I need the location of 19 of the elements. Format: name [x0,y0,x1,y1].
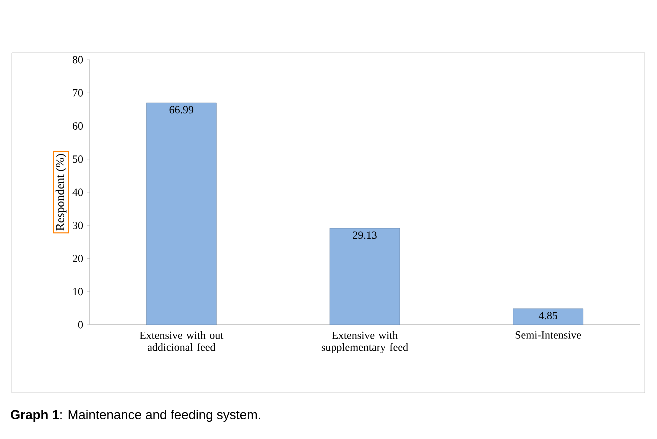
y-tick-label: 80 [72,56,84,64]
y-tick-label: 10 [73,288,84,296]
data-label: 29.13 [353,232,377,240]
x-tick-label: Extensive with supplementary feed [322,332,408,354]
y-tick-label: 20 [73,255,84,262]
y-tick-label: 40 [72,188,84,196]
data-label: 66.99 [170,106,194,114]
text: Graph 1: Maintenance and feeding system. [11,410,260,422]
bar [146,102,217,325]
y-tick-label: 30 [73,222,84,230]
y-tick-label: 50 [73,156,84,164]
data-label: 4.85 [538,312,558,320]
x-tick-label: Semi-Intensive [516,332,582,339]
bar [330,228,400,325]
y-tick-label: 70 [73,89,84,97]
y-tick-label: 60 [72,122,84,130]
y-axis-title: Respondent (%) [56,154,67,231]
y-tick-label: 0 [78,321,84,329]
x-tick-label: Extensive with out addicional feed [140,332,224,352]
